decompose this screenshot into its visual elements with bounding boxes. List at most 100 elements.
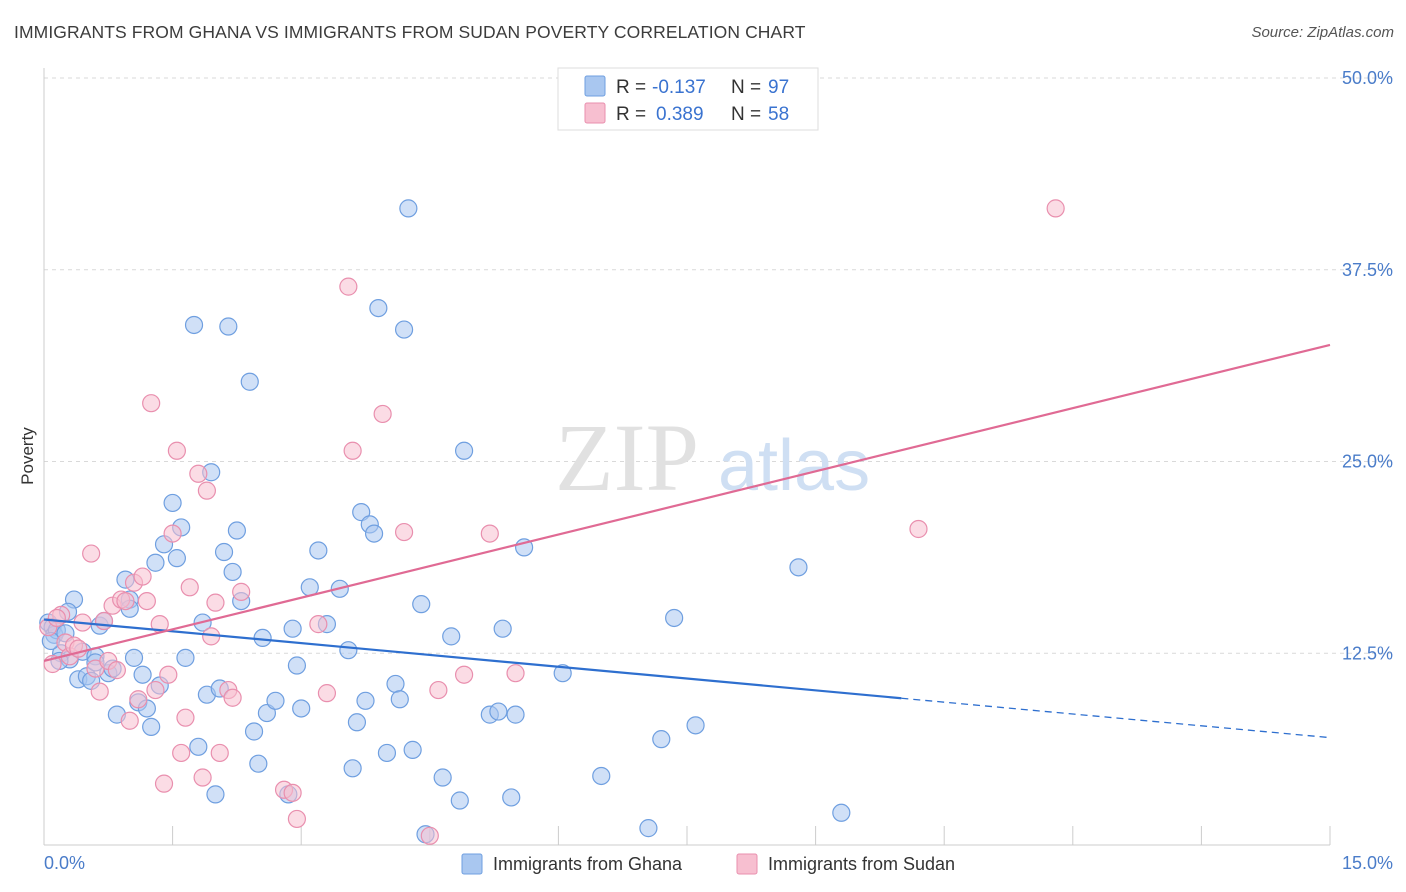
ghana-point	[244, 722, 264, 741]
sudan-points	[39, 199, 1065, 845]
sudan-point	[107, 661, 126, 680]
sudan-point	[283, 783, 302, 802]
ghana-point	[652, 730, 671, 749]
sudan-point	[339, 277, 358, 296]
chart-title: IMMIGRANTS FROM GHANA VS IMMIGRANTS FROM…	[14, 22, 806, 42]
y-tick-label: 50.0%	[1342, 68, 1393, 88]
ghana-point	[377, 743, 397, 763]
sudan-point	[373, 404, 392, 424]
ghana-point	[364, 524, 384, 543]
sudan-point	[172, 743, 191, 763]
sudan-r-value: 0.389	[656, 104, 704, 125]
sudan-point	[193, 768, 212, 787]
ghana-point	[493, 619, 512, 638]
watermark-atlas: atlas	[718, 426, 870, 506]
y-tick-label: 25.0%	[1342, 452, 1393, 472]
ghana-point	[240, 372, 259, 391]
sudan-point	[94, 611, 114, 631]
series-legend: Immigrants from Ghana Immigrants from Su…	[461, 853, 955, 875]
sudan-point	[223, 688, 242, 707]
y-axis-tick-labels: 12.5% 25.0% 37.5% 50.0%	[1342, 68, 1393, 663]
grid-lines	[44, 77, 1393, 654]
sudan-point	[480, 524, 499, 543]
sudan-point	[176, 708, 195, 727]
ghana-point	[356, 691, 375, 710]
ghana-r-value: -0.137	[652, 77, 706, 98]
ghana-point	[206, 785, 225, 804]
ghana-trend-line	[43, 618, 902, 700]
sudan-point	[142, 394, 161, 413]
ghana-point	[283, 619, 302, 638]
ghana-trend-extension	[901, 697, 1331, 739]
ghana-points	[39, 199, 851, 844]
sudan-point	[120, 711, 139, 730]
sudan-point	[82, 544, 101, 563]
sudan-point	[506, 664, 525, 683]
ghana-point	[253, 628, 272, 648]
ghana-point	[789, 558, 808, 577]
ghana-point	[339, 641, 358, 660]
ghana-point	[124, 648, 144, 667]
ghana-point	[167, 549, 186, 568]
ghana-point	[442, 627, 461, 646]
sudan-point	[146, 680, 165, 700]
ghana-point	[266, 691, 285, 710]
sudan-point	[47, 608, 66, 628]
y-axis-title: Poverty	[18, 427, 37, 485]
ghana-point	[386, 674, 405, 694]
ghana-point	[257, 703, 277, 723]
sudan-point	[420, 826, 439, 845]
ghana-point	[163, 493, 182, 513]
ghana-point	[227, 521, 246, 540]
ghana-point	[219, 317, 238, 336]
ghana-point	[142, 717, 161, 736]
sudan-point	[137, 591, 156, 611]
ghana-point	[369, 299, 388, 318]
ghana-point	[832, 803, 851, 822]
ghana-point	[292, 699, 311, 718]
ghana-point	[146, 553, 165, 572]
ghana-series-label: Immigrants from Ghana	[493, 854, 683, 874]
sudan-n-label: N =	[731, 104, 761, 125]
source-label: Source: ZipAtlas.com	[1251, 24, 1394, 41]
sudan-point	[309, 615, 328, 634]
sudan-point	[232, 582, 251, 601]
x-tick-label-max: 15.0%	[1342, 853, 1393, 873]
sudan-point	[197, 481, 216, 500]
sudan-legend-swatch	[584, 102, 606, 124]
ghana-point	[450, 791, 469, 810]
ghana-point	[309, 541, 328, 560]
ghana-point	[592, 766, 611, 786]
ghana-point	[347, 713, 367, 732]
sudan-point	[154, 774, 174, 793]
ghana-n-label: N =	[731, 77, 761, 98]
sudan-point	[287, 809, 307, 829]
sudan-point	[317, 684, 337, 703]
sudan-point	[129, 690, 148, 709]
ghana-point	[433, 768, 452, 787]
ghana-point	[390, 690, 409, 709]
ghana-point	[214, 542, 234, 562]
sudan-point	[210, 743, 229, 763]
ghana-point	[403, 740, 422, 759]
ghana-point	[133, 665, 152, 684]
ghana-point	[399, 199, 418, 218]
watermark-zip: ZIP	[555, 404, 699, 511]
sudan-point	[116, 591, 135, 611]
ghana-point	[394, 320, 414, 339]
x-axis-ticks	[172, 826, 1331, 845]
sudan-point	[206, 593, 225, 612]
sudan-point	[1046, 199, 1065, 218]
ghana-point	[665, 608, 684, 628]
ghana-point	[454, 441, 474, 460]
ghana-n-value: 97	[768, 77, 789, 98]
sudan-point	[189, 464, 208, 483]
sudan-series-label: Immigrants from Sudan	[768, 854, 955, 874]
ghana-point	[287, 656, 307, 675]
ghana-point	[249, 754, 268, 773]
ghana-series-swatch	[461, 853, 483, 875]
y-tick-label: 12.5%	[1342, 643, 1393, 663]
sudan-point	[167, 441, 186, 460]
y-tick-label: 37.5%	[1342, 260, 1393, 280]
ghana-point	[686, 716, 705, 735]
